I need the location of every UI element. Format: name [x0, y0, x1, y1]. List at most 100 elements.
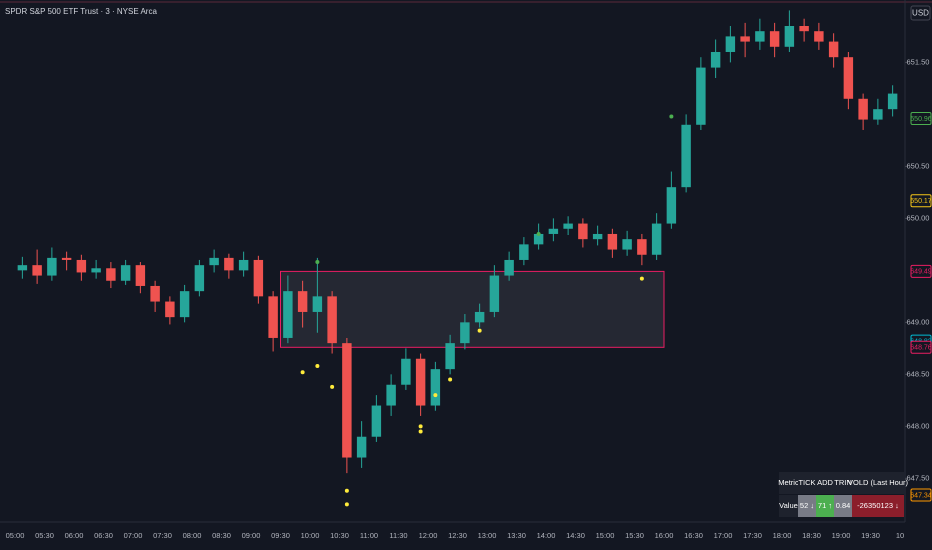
table-header: TRIN: [834, 478, 852, 487]
level-label: 650.96: [910, 116, 932, 123]
level-label-box: [910, 340, 932, 354]
x-tick-label: 12:30: [448, 531, 467, 540]
table-value: 52 ↓: [800, 501, 814, 510]
candle-body: [843, 57, 854, 99]
level-label-box: [910, 112, 932, 126]
table-header: Metric: [778, 478, 799, 487]
x-tick-label: 17:30: [743, 531, 762, 540]
candle-body: [666, 187, 677, 224]
candle-body: [342, 343, 352, 458]
candle-body: [637, 239, 647, 255]
x-tick-label: 06:30: [94, 531, 113, 540]
level-label: 650.17: [910, 198, 932, 205]
x-tick-label: 18:30: [802, 531, 821, 540]
x-tick-label: 09:30: [271, 531, 290, 540]
candle-body: [563, 223, 573, 229]
table-header-cell: [798, 472, 816, 494]
candle-body: [297, 291, 308, 312]
candle-body: [504, 259, 514, 276]
candle-body: [445, 343, 455, 370]
table-header-cell: [852, 472, 904, 494]
table-value: 71 ↑: [818, 501, 832, 510]
signal-dot: [639, 276, 644, 281]
candle-body: [873, 109, 883, 120]
y-tick-label: 647.50: [907, 473, 930, 482]
x-tick-label: 15:00: [596, 531, 615, 540]
chart-title: SPDR S&P 500 ETF Trust · 3 · NYSE Arca: [5, 7, 157, 16]
currency[interactable]: USD: [912, 9, 929, 18]
x-tick-label: 11:30: [389, 531, 407, 540]
signal-dot: [536, 231, 541, 236]
candle-body: [710, 51, 721, 68]
candle-body: [799, 25, 809, 32]
x-tick-label: 14:30: [566, 531, 585, 540]
candle-body: [194, 265, 205, 292]
table-value: -26350123 ↓: [857, 501, 899, 510]
table-value-cell: [816, 495, 834, 517]
candle-body: [548, 228, 559, 234]
level-label: 648.76: [910, 345, 932, 352]
y-tick-label: 651.50: [907, 57, 930, 66]
candle-body: [76, 259, 87, 273]
candle-body: [238, 259, 249, 271]
y-tick-label: 650.00: [907, 213, 930, 222]
candle-body: [283, 291, 293, 338]
candle-body: [430, 369, 441, 406]
x-tick-label: 05:30: [35, 531, 54, 540]
signal-dot: [315, 364, 320, 369]
signal-dot: [418, 424, 423, 429]
table-value: Value: [779, 501, 798, 510]
candle-body: [120, 265, 131, 281]
candle-body: [209, 257, 219, 266]
candle-body: [460, 322, 470, 344]
x-tick-label: 19:30: [861, 531, 880, 540]
x-tick-label: 19:00: [832, 531, 851, 540]
level-label-box: [910, 194, 932, 208]
x-tick-label: 18:00: [773, 531, 792, 540]
x-tick-label: 08:00: [183, 531, 202, 540]
x-tick-label: 05:00: [6, 531, 25, 540]
table-header: TICK: [798, 478, 815, 487]
table-value-cell: [798, 495, 816, 517]
x-tick-label: 07:00: [124, 531, 143, 540]
candle-body: [651, 223, 662, 255]
candle-body: [371, 405, 382, 437]
candle-body: [356, 436, 367, 458]
candle-body: [135, 265, 146, 286]
candle-body: [607, 233, 618, 250]
currency-box[interactable]: [910, 5, 931, 21]
x-tick-label: 08:30: [212, 531, 231, 540]
signal-dot: [344, 502, 349, 507]
level-label: 649.49: [910, 269, 932, 276]
signal-dot: [448, 377, 453, 382]
candle-body: [681, 124, 691, 188]
candle-body: [179, 291, 190, 318]
y-tick-label: 648.50: [907, 369, 930, 378]
candle-body: [32, 265, 42, 276]
candle-body: [224, 257, 234, 271]
table-header: ADD: [817, 478, 833, 487]
table-header-cell: [779, 472, 798, 494]
candle-body: [696, 67, 706, 125]
candle-body: [415, 358, 426, 406]
candle-body: [828, 41, 839, 58]
table-value-cell: [779, 495, 798, 517]
candle-body: [61, 257, 72, 260]
table-value-cell: [852, 495, 904, 517]
x-tick-label: 14:00: [537, 531, 556, 540]
table-value: 0.84: [836, 501, 851, 510]
signal-dot: [669, 114, 674, 119]
x-tick-label: 10: [896, 531, 904, 540]
candle-body: [887, 93, 898, 110]
candle-body: [253, 259, 264, 297]
x-tick-label: 16:30: [684, 531, 703, 540]
candle-body: [150, 285, 160, 302]
signal-dot: [433, 393, 438, 398]
candle-body: [858, 98, 868, 120]
candle-body: [592, 233, 603, 240]
table-header-cell: [816, 472, 834, 494]
x-tick-label: 12:00: [419, 531, 438, 540]
